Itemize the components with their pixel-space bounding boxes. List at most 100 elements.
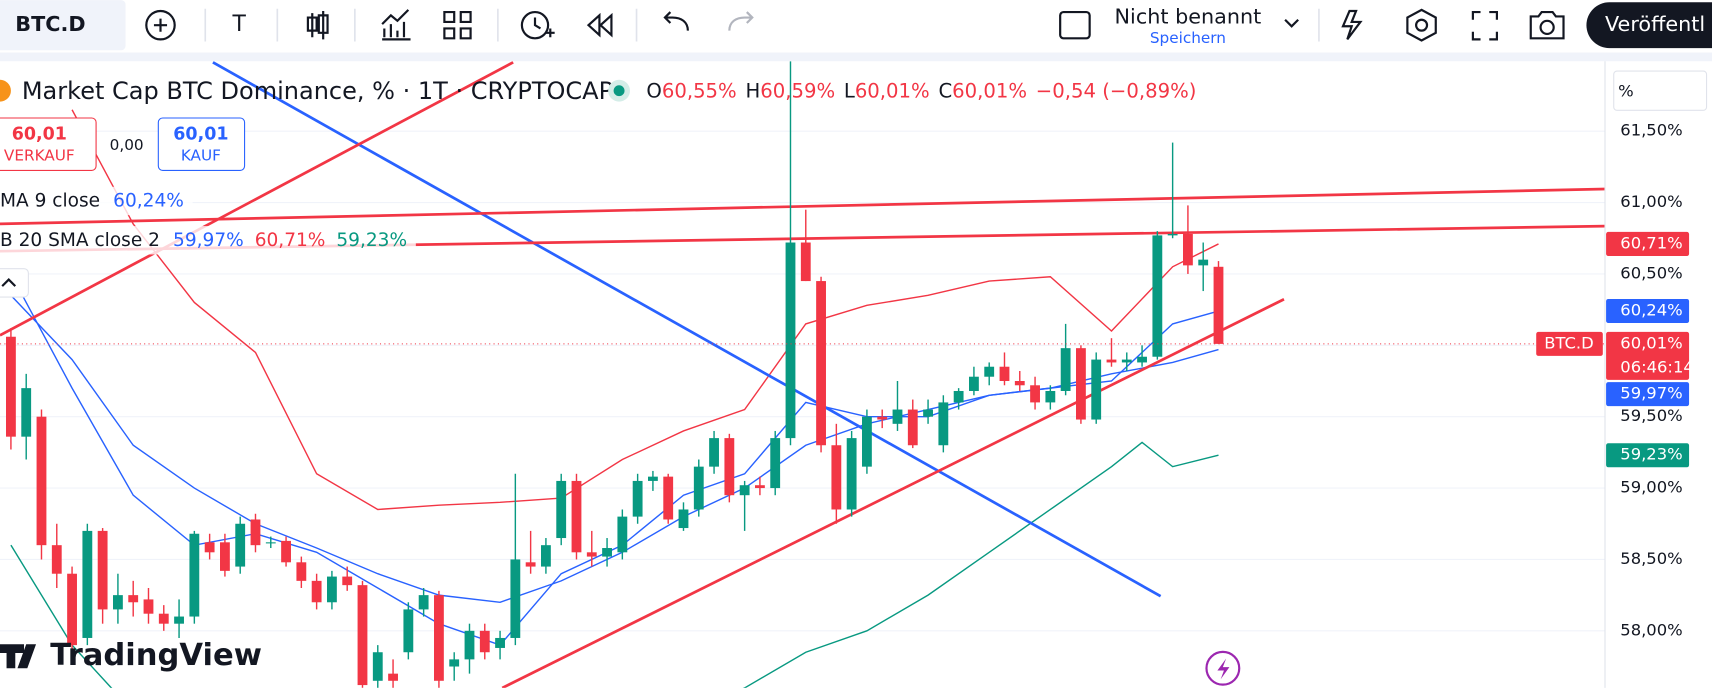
collapse-legend[interactable]: [0, 268, 29, 298]
symbol-search[interactable]: [0, 0, 126, 51]
price-label: 60,24%: [1620, 301, 1682, 320]
candle-body: [525, 562, 536, 567]
collapse-icon: [1, 278, 17, 287]
unit-box[interactable]: [1613, 70, 1708, 111]
candle-body: [189, 533, 200, 617]
indicator-line: [71, 109, 1219, 511]
save-status[interactable]: Speichern: [1150, 29, 1226, 47]
undo-icon[interactable]: [663, 11, 689, 31]
price-label: 60,01%: [1620, 333, 1682, 352]
trend-line[interactable]: [0, 61, 514, 337]
candle-body: [235, 523, 246, 567]
candle-body: [6, 336, 16, 437]
publish-button[interactable]: [1586, 2, 1712, 49]
replay-icon[interactable]: [586, 12, 613, 38]
support-line[interactable]: [501, 298, 1285, 688]
indicator-legend-bg: [0, 186, 193, 216]
candle-body: [938, 402, 949, 446]
screenshot-lens: [1539, 19, 1555, 36]
indicators-icon[interactable]: [381, 9, 411, 41]
candle-body: [495, 637, 505, 648]
candle-body: [21, 388, 32, 437]
indicator-name[interactable]: MA 9 close: [0, 190, 100, 211]
trend-line[interactable]: [212, 61, 1162, 598]
candle-body: [1213, 266, 1224, 344]
candle-body: [693, 466, 704, 510]
market-status-dot: [613, 85, 625, 97]
candle-body: [846, 438, 857, 510]
candle-body: [1183, 233, 1193, 266]
y-tick-label: 58,50%: [1620, 549, 1682, 568]
candle-body: [755, 485, 765, 489]
candle-body: [663, 476, 674, 520]
sell-label[interactable]: VERKAUF: [4, 147, 75, 165]
fullscreen-icon[interactable]: [1471, 10, 1498, 41]
candle-body: [1198, 259, 1209, 266]
candle-body: [1106, 359, 1117, 363]
candle-body: [342, 576, 353, 586]
candle-body: [357, 585, 368, 686]
sell-price[interactable]: 60,01: [12, 124, 67, 144]
add-symbol-icon[interactable]: [145, 9, 176, 41]
candles: [6, 61, 1224, 688]
candle-body: [1152, 235, 1163, 357]
symbol[interactable]: BTC.D: [15, 12, 85, 36]
text-tool[interactable]: T: [231, 12, 246, 37]
quick-search-icon[interactable]: [1341, 9, 1363, 41]
indicator-value: 59,23%: [336, 230, 407, 251]
lightning-button[interactable]: [1205, 650, 1241, 686]
candle-body: [82, 530, 93, 638]
buy-price[interactable]: 60,01: [173, 124, 228, 144]
candle-body: [785, 242, 796, 439]
candle-body: [678, 509, 689, 529]
candle-body: [586, 552, 597, 557]
price-label-bg: [1606, 231, 1690, 256]
settings-icon-center: [1415, 18, 1429, 32]
candle-body: [862, 416, 872, 467]
y-tick-label: 59,50%: [1620, 406, 1682, 425]
candle-body: [632, 480, 643, 517]
candle-body: [602, 548, 612, 557]
spread: 0,00: [110, 136, 144, 154]
candle-body: [907, 409, 918, 446]
layout-checkbox[interactable]: [1059, 10, 1091, 40]
candle-body: [67, 573, 77, 646]
legend-title: Market Cap BTC Dominance, % · 1T · CRYPT…: [22, 77, 613, 105]
resistance-line[interactable]: [0, 187, 1605, 226]
candle-body: [877, 416, 888, 420]
price-label: 59,97%: [1620, 384, 1682, 403]
settings-icon[interactable]: [1406, 8, 1437, 42]
layout-name[interactable]: Nicht benannt: [1115, 5, 1262, 29]
indicator-legend-bg: [0, 226, 416, 255]
layout-icon[interactable]: [443, 10, 472, 40]
redo-icon[interactable]: [728, 11, 754, 31]
ohlc-change: −0,54 (−0,89%): [1036, 79, 1197, 102]
buy-button[interactable]: [157, 117, 246, 171]
layout-dropdown[interactable]: [1284, 18, 1299, 28]
candle-body: [648, 476, 658, 481]
candle-body: [158, 613, 169, 624]
screenshot-icon[interactable]: [1529, 10, 1565, 40]
candle-body: [51, 545, 62, 574]
ohlc-value: 60,01%: [855, 79, 930, 102]
grid: [0, 130, 1605, 632]
indicator-name[interactable]: B 20 SMA close 2: [0, 230, 160, 251]
ohlc-key: L: [844, 79, 855, 102]
publish-label[interactable]: Veröffentl: [1605, 12, 1705, 36]
candle-body: [418, 595, 429, 610]
candle-body: [143, 599, 154, 614]
candle-body: [1076, 348, 1086, 420]
candle-body: [1121, 359, 1132, 363]
axis-unit[interactable]: %: [1618, 81, 1634, 100]
candle-body: [571, 480, 582, 553]
toolbar-divider: [0, 52, 1712, 62]
candle-body: [128, 595, 139, 603]
indicator-value: 59,97%: [173, 230, 244, 251]
buy-label[interactable]: KAUF: [181, 147, 221, 165]
price-label-bg: [1606, 443, 1690, 468]
chart-type-icon[interactable]: [306, 10, 329, 40]
alert-icon[interactable]: [520, 10, 550, 40]
sell-button[interactable]: [0, 117, 97, 171]
candle-body: [434, 595, 444, 681]
